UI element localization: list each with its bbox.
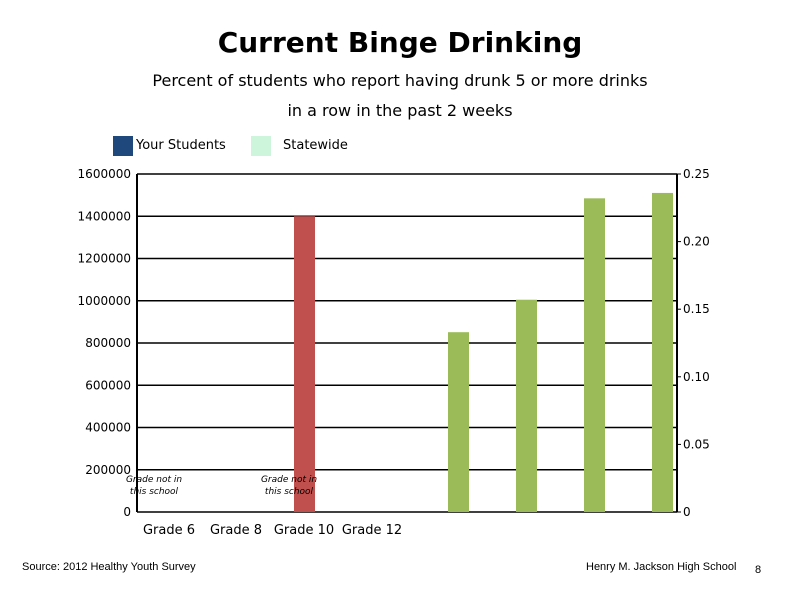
page-number: 8 [755,564,762,576]
left-axis-tick-label: 600000 [85,378,131,392]
chart-subtitle: Percent of students who report having dr… [0,66,800,126]
legend-label-statewide: Statewide [283,138,348,153]
left-axis-tick-label: 200000 [85,463,131,477]
left-axis-tick-label: 1200000 [78,252,131,266]
bar-left-series [294,216,315,512]
annotation-line-2: this school [130,487,179,497]
left-axis-tick-label: 0 [123,505,131,519]
subtitle-line-2: in a row in the past 2 weeks [287,101,513,120]
left-axis-tick-label: 1400000 [78,209,131,223]
bar-right-series [652,192,673,513]
right-axis-tick-label: 0.05 [683,437,710,451]
x-axis-category-label: Grade 6 [143,523,195,538]
bar-right-series [448,332,469,512]
legend-swatch-statewide [251,136,271,156]
right-axis-tick-label: 0.10 [683,370,710,384]
left-axis-tick-label: 1000000 [78,294,131,308]
x-axis-category-label: Grade 10 [274,523,334,538]
bar-right-series [516,299,537,512]
subtitle-line-1: Percent of students who report having dr… [152,71,648,90]
school-name: Henry M. Jackson High School [586,561,737,573]
legend-label-your-students: Your Students [136,138,226,153]
x-axis-category-label: Grade 12 [342,523,402,538]
left-axis-tick-label: 1600000 [78,167,131,181]
right-axis-tick-label: 0.15 [683,302,710,316]
annotation-line-2: this school [265,487,314,497]
chart-title: Current Binge Drinking [217,26,583,59]
right-axis-tick-label: 0 [683,505,691,519]
source-note: Source: 2012 Healthy Youth Survey [22,561,196,573]
x-axis-category-label: Grade 8 [210,523,262,538]
left-axis-tick-label: 400000 [85,421,131,435]
right-axis-tick-label: 0.20 [683,235,710,249]
bar-right-series [584,198,605,512]
annotation-line-1: Grade not in [261,475,317,485]
legend-swatch-your-students [113,136,133,156]
right-axis-tick-label: 0.25 [683,167,710,181]
annotation-line-1: Grade not in [126,475,182,485]
left-axis-tick-label: 800000 [85,336,131,350]
